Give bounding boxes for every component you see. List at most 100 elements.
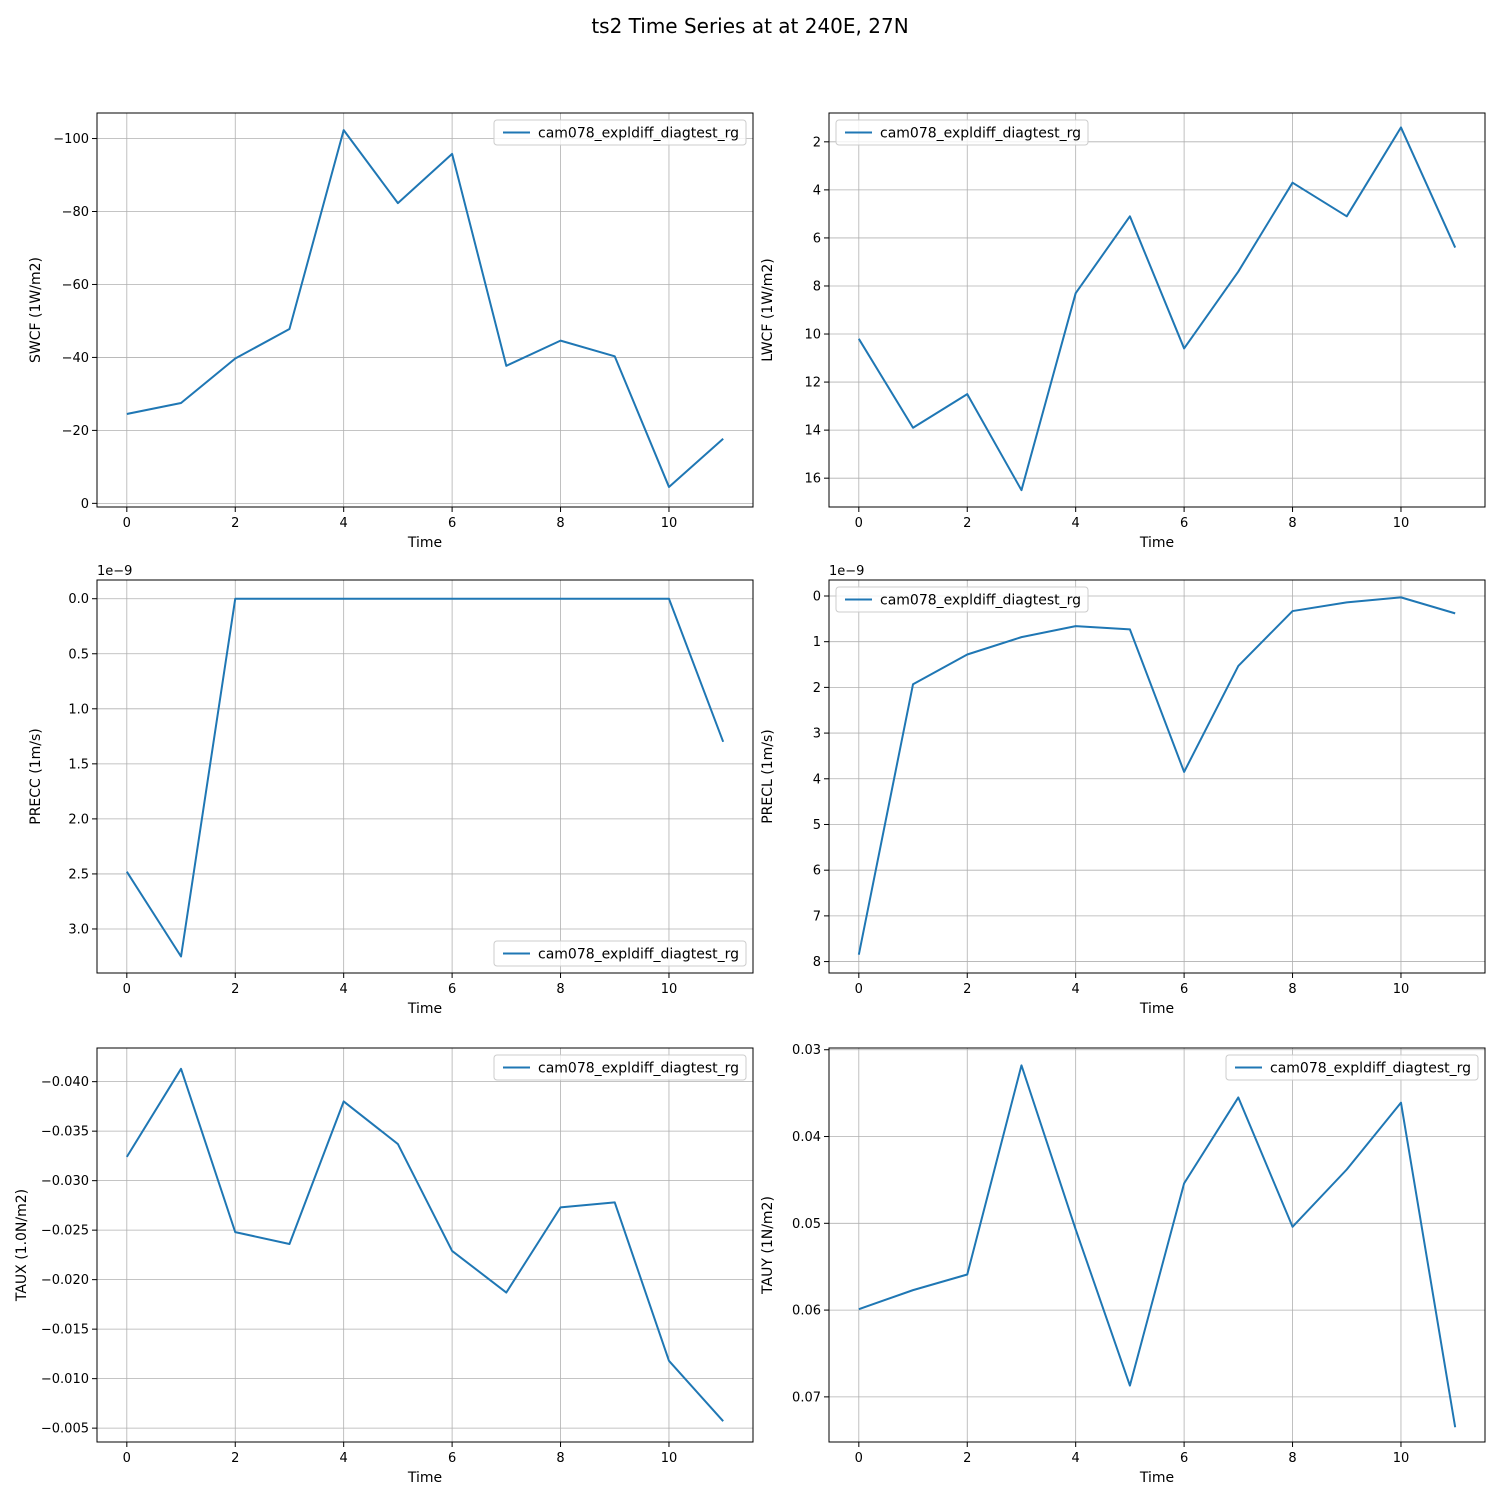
- chart-5-xlabel: Time: [407, 1470, 442, 1486]
- chart-1-plot-area: [97, 113, 753, 507]
- chart-2: 0 2 4 6 8 10 2 4 6 8 10 12 14 16 Time LWCF (1W/m2) cam07…: [760, 112, 1486, 551]
- chart-2-ytick-label: 14: [804, 424, 821, 439]
- chart-5-ytick-label: −0.020: [41, 1273, 89, 1288]
- chart-2-legend-box: [835, 119, 1089, 146]
- chart-6-axes-frame: [828, 1047, 1486, 1443]
- chart-4-ytick-label: 4: [813, 772, 821, 787]
- chart-3-legend: cam078_expldiff_diagtest_rg: [493, 940, 747, 967]
- chart-2-ytick-label: 16: [804, 472, 821, 487]
- chart-4-ytick-label: 3: [813, 727, 821, 742]
- chart-6-xlabel: Time: [1139, 1470, 1174, 1486]
- chart-2-xtick-label: 6: [1180, 516, 1188, 531]
- chart-6-xtick-label: 2: [963, 1451, 971, 1466]
- chart-5-legend: cam078_expldiff_diagtest_rg: [493, 1054, 747, 1081]
- chart-3-ytick-label: 2.5: [68, 867, 89, 882]
- chart-2-xtick-label: 0: [855, 516, 863, 531]
- chart-2-xtick-label: 10: [1393, 516, 1410, 531]
- chart-6-xtick-label: 0: [855, 1451, 863, 1466]
- chart-6-series-line: [858, 1064, 1457, 1428]
- chart-1-xtick-label: 2: [231, 516, 239, 531]
- chart-1-ytick-label: −100: [53, 132, 89, 147]
- chart-2-ytick-label: 6: [813, 231, 821, 246]
- chart-4-axes-frame: [828, 579, 1486, 974]
- chart-4-xtick-label: 4: [1072, 982, 1080, 997]
- chart-1-xtick-label: 4: [340, 516, 348, 531]
- chart-2-ytick-label: 2: [813, 135, 821, 150]
- chart-2-legend-label: cam078_expldiff_diagtest_rg: [880, 126, 1081, 142]
- chart-5-xtick-label: 6: [448, 1451, 456, 1466]
- chart-1-xtick-label: 8: [556, 516, 564, 531]
- chart-3-axes-frame: [96, 579, 754, 974]
- chart-1-ytick-label: −60: [62, 278, 89, 293]
- chart-5-xtick-label: 4: [340, 1451, 348, 1466]
- chart-5-ytick-label: −0.030: [41, 1174, 89, 1189]
- chart-5-series-line: [125, 1067, 724, 1422]
- chart-2-xlabel: Time: [1139, 535, 1174, 551]
- chart-6-xtick-label: 8: [1288, 1451, 1296, 1466]
- chart-1: 0 2 4 6 8 10 0 −20 −40 −60 −80 −100 Time SWCF (1W/m2)…: [28, 112, 754, 551]
- chart-6-ytick-label: 0.07: [792, 1390, 821, 1405]
- chart-1-ylabel: SWCF (1W/m2): [28, 257, 44, 363]
- chart-3-ytick-label: 1.5: [68, 757, 89, 772]
- chart-3-xtick-label: 4: [340, 982, 348, 997]
- chart-5-xtick-label: 0: [123, 1451, 131, 1466]
- chart-6-plot-area: [829, 1048, 1485, 1442]
- chart-6-legend: cam078_expldiff_diagtest_rg: [1225, 1054, 1479, 1081]
- chart-3-ytick-label: 2.0: [68, 812, 89, 827]
- chart-1-ytick-label: −80: [62, 205, 89, 220]
- chart-2-ylabel: LWCF (1W/m2): [760, 258, 776, 362]
- chart-4-xlabel: Time: [1139, 1001, 1174, 1017]
- chart-1-series-line: [126, 129, 724, 488]
- chart-2-xtick-label: 4: [1072, 516, 1080, 531]
- chart-4-xtick-label: 10: [1393, 982, 1410, 997]
- chart-1-legend-box: [493, 119, 747, 146]
- chart-1-legend-label: cam078_expldiff_diagtest_rg: [538, 126, 739, 142]
- chart-3-xlabel: Time: [407, 1001, 442, 1017]
- chart-3-plot-area: [97, 580, 753, 973]
- figure-title: ts2 Time Series at at 240E, 27N: [591, 14, 909, 38]
- chart-6-ytick-label: 0.05: [792, 1217, 821, 1232]
- chart-2-series-line: [857, 126, 1457, 492]
- chart-4-xtick-label: 8: [1288, 982, 1296, 997]
- chart-4: 0 2 4 6 8 10 0 1 2 3 4 5 6 7 8 Time PRECL (1m/s) 1e−9 cam0…: [760, 564, 1486, 1017]
- chart-5-ytick-label: −0.015: [41, 1323, 89, 1338]
- chart-2-xtick-label: 2: [963, 516, 971, 531]
- chart-4-legend-box: [835, 586, 1089, 613]
- chart-1-legend: cam078_expldiff_diagtest_rg: [493, 119, 747, 146]
- chart-5-ytick-label: −0.005: [41, 1422, 89, 1437]
- chart-3-series-line: [125, 597, 725, 958]
- chart-4-legend-label: cam078_expldiff_diagtest_rg: [880, 593, 1081, 609]
- chart-1-axes-frame: [96, 112, 754, 508]
- chart-4-xtick-label: 0: [855, 982, 863, 997]
- chart-1-xtick-label: 0: [123, 516, 131, 531]
- chart-5-ylabel: TAUX (1.0N/m2): [14, 1189, 30, 1302]
- chart-5-ytick-label: −0.025: [41, 1224, 89, 1239]
- chart-3-ytick-label: 3.0: [68, 922, 89, 937]
- chart-6-legend-label: cam078_expldiff_diagtest_rg: [1270, 1061, 1471, 1077]
- chart-6-ytick-label: 0.06: [792, 1304, 821, 1319]
- chart-4-offset-text: 1e−9: [829, 564, 864, 579]
- chart-4-ytick-label: 6: [813, 864, 821, 879]
- chart-2-ytick-label: 4: [813, 183, 821, 198]
- chart-2-xtick-label: 8: [1288, 516, 1296, 531]
- chart-2-ytick-label: 10: [804, 328, 821, 343]
- chart-3-legend-box: [493, 940, 747, 967]
- chart-3-xtick-label: 10: [661, 982, 678, 997]
- chart-6-xtick-label: 4: [1072, 1451, 1080, 1466]
- chart-1-ytick-label: 0: [81, 497, 89, 512]
- chart-2-ytick-label: 8: [813, 279, 821, 294]
- chart-4-ytick-label: 7: [813, 909, 821, 924]
- chart-3-xtick-label: 0: [123, 982, 131, 997]
- chart-3-ytick-label: 0.0: [68, 592, 89, 607]
- chart-6: 0 2 4 6 8 10 0.03 0.04 0.05 0.06 0.07 Time TAUY (1N/…: [760, 1043, 1486, 1486]
- chart-5-ytick-label: −0.040: [41, 1075, 89, 1090]
- chart-6-xtick-label: 10: [1393, 1451, 1410, 1466]
- chart-5: 0 2 4 6 8 10 −0.005 −0.010 −0.015 −0.020 −0.025 −0.…: [14, 1047, 754, 1486]
- chart-5-xtick-label: 8: [556, 1451, 564, 1466]
- chart-5-ytick-label: −0.035: [41, 1125, 89, 1140]
- chart-4-ytick-label: 8: [813, 955, 821, 970]
- chart-2-axes-frame: [828, 112, 1486, 508]
- chart-1-xlabel: Time: [407, 535, 442, 551]
